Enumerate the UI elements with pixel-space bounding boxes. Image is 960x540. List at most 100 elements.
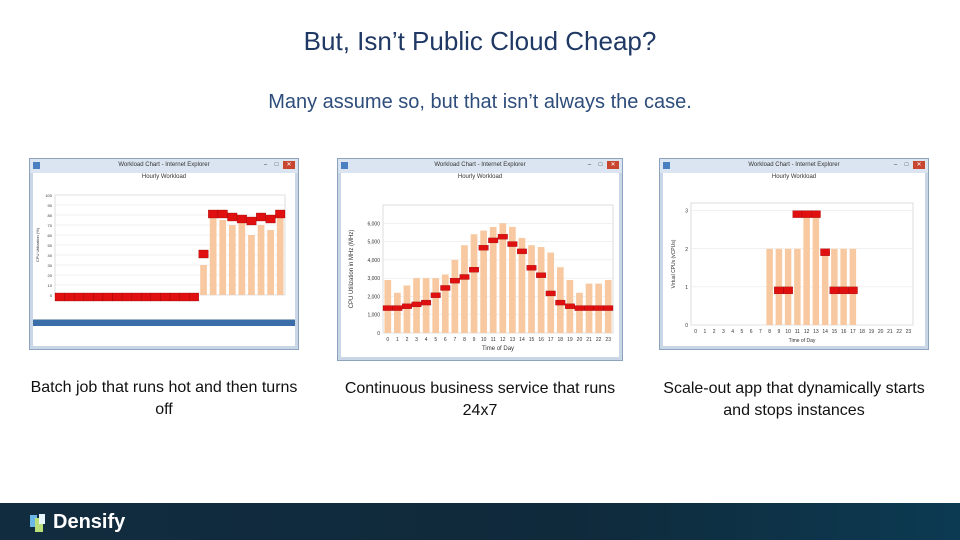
bar-peach	[803, 210, 810, 325]
y-tick-label: 3	[685, 209, 688, 215]
minimize-icon[interactable]: –	[587, 162, 592, 168]
x-tick-label: 14	[822, 329, 828, 335]
chart-window-1: Workload Chart - Internet Explorer – □ ✕…	[29, 158, 299, 350]
close-icon[interactable]: ✕	[913, 161, 925, 169]
x-tick-label: 13	[813, 329, 819, 335]
close-icon[interactable]: ✕	[607, 161, 619, 169]
x-tick-label: 7	[759, 329, 762, 335]
bar-red	[54, 292, 65, 302]
x-tick-label: 0	[694, 329, 697, 335]
x-tick-label: 4	[731, 329, 734, 335]
x-tick-label: 23	[906, 329, 912, 335]
bar-peach	[219, 220, 227, 295]
x-tick-label: 0	[386, 337, 389, 343]
x-tick-label: 23	[605, 337, 611, 343]
maximize-icon[interactable]: □	[274, 162, 279, 168]
bar-red	[131, 292, 142, 302]
bar-peach	[821, 248, 829, 325]
x-tick-label: 16	[538, 337, 544, 343]
caption-scale-out-app: Scale-out app that dynamically starts an…	[663, 380, 925, 419]
y-tick-label: 0	[685, 323, 688, 329]
bar-red	[801, 210, 812, 218]
bar-peach	[200, 265, 207, 295]
maximize-icon[interactable]: □	[598, 162, 603, 168]
y-tick-label: 0	[377, 331, 380, 337]
table-row	[33, 326, 295, 332]
chart-window-2: Workload Chart - Internet Explorer – □ ✕…	[337, 158, 623, 361]
slide-title: But, Isn’t Public Cloud Cheap?	[303, 26, 657, 56]
caption-batch-job: Batch job that runs hot and then turns o…	[30, 379, 298, 418]
y-tick-label: 50	[48, 243, 53, 248]
bar-red	[275, 209, 286, 219]
bar-peach	[812, 210, 820, 325]
y-tick-label: 80	[48, 213, 53, 218]
x-tick-label: 1	[703, 329, 706, 335]
slide-subtitle: Many assume so, but that isn’t always th…	[268, 91, 692, 113]
bar-peach	[248, 235, 255, 295]
window-title: Workload Chart - Internet Explorer	[434, 162, 526, 168]
bar-red	[507, 241, 518, 247]
bar-red	[160, 292, 171, 302]
x-tick-label: 11	[491, 337, 496, 343]
y-tick-label: 3,000	[367, 276, 380, 282]
x-tick-label: 5	[740, 329, 743, 335]
bar-peach	[489, 226, 497, 333]
bar-red	[208, 209, 219, 219]
window-titlebar: Workload Chart - Internet Explorer – □ ✕	[30, 159, 298, 173]
bar-red	[392, 305, 403, 311]
minimize-icon[interactable]: –	[893, 162, 898, 168]
bar-red	[564, 303, 575, 309]
window-content: Hourly Workload 0 1,000 2,000 3,000 4,000 5,0…	[341, 173, 619, 357]
y-tick-label: 6,000	[367, 221, 380, 227]
y-tick-label: 4,000	[367, 258, 380, 264]
close-icon[interactable]: ✕	[283, 161, 295, 169]
bar-peach	[766, 248, 773, 325]
bar-red	[774, 286, 784, 295]
x-tick-label: 17	[850, 329, 856, 335]
x-tick-label: 10	[481, 337, 487, 343]
x-tick-label: 12	[500, 337, 506, 343]
bar-peach	[461, 245, 468, 333]
x-tick-label: 9	[777, 329, 780, 335]
x-tick-label: 15	[832, 329, 838, 335]
bar-peach	[422, 278, 430, 333]
minimize-icon[interactable]: –	[263, 162, 268, 168]
bar-red	[227, 212, 238, 222]
bar-peach	[451, 259, 459, 333]
plot-area	[690, 202, 914, 326]
bar-peach	[480, 230, 487, 333]
bar-red	[382, 305, 393, 311]
bar-red	[246, 216, 257, 226]
densify-logo-icon	[30, 513, 45, 532]
y-axis-label: CPU Utilization in MHz (MHz)	[349, 230, 355, 309]
y-tick-label: 1	[685, 285, 688, 291]
x-tick-label: 4	[425, 337, 428, 343]
x-tick-label: 21	[586, 337, 592, 343]
x-axis-label: Time of Day	[482, 346, 514, 352]
y-tick-label: 5,000	[367, 240, 380, 246]
bar-peach	[794, 248, 801, 325]
x-tick-label: 19	[869, 329, 875, 335]
x-tick-label: 14	[519, 337, 525, 343]
bar-red	[83, 292, 94, 302]
bar-peach	[509, 226, 516, 333]
y-tick-label: 40	[48, 253, 53, 258]
window-titlebar: Workload Chart - Internet Explorer – □ ✕	[660, 159, 928, 173]
footer-bar: Densify	[0, 503, 960, 540]
bar-red	[411, 301, 422, 308]
bar-peach	[432, 278, 440, 333]
maximize-icon[interactable]: □	[904, 162, 909, 168]
x-tick-label: 12	[804, 329, 810, 335]
bar-red	[179, 292, 190, 302]
x-tick-label: 2	[406, 337, 409, 343]
x-tick-label: 20	[577, 337, 583, 343]
window-content: Hourly Workload 0 1 2 3 0 1 2 3 4 5 6 7 8 9 10 11 12 13 14…	[663, 173, 925, 346]
x-tick-label: 6	[750, 329, 753, 335]
bar-red	[217, 209, 228, 219]
chart-title: Hourly Workload	[457, 174, 503, 180]
chart-title: Hourly Workload	[771, 174, 817, 180]
bar-red	[74, 292, 84, 302]
bar-peach	[441, 274, 449, 333]
window-content: Hourly Workload 0 10 20 30 40 50 60 70 80 90 100 CP…	[33, 173, 295, 346]
